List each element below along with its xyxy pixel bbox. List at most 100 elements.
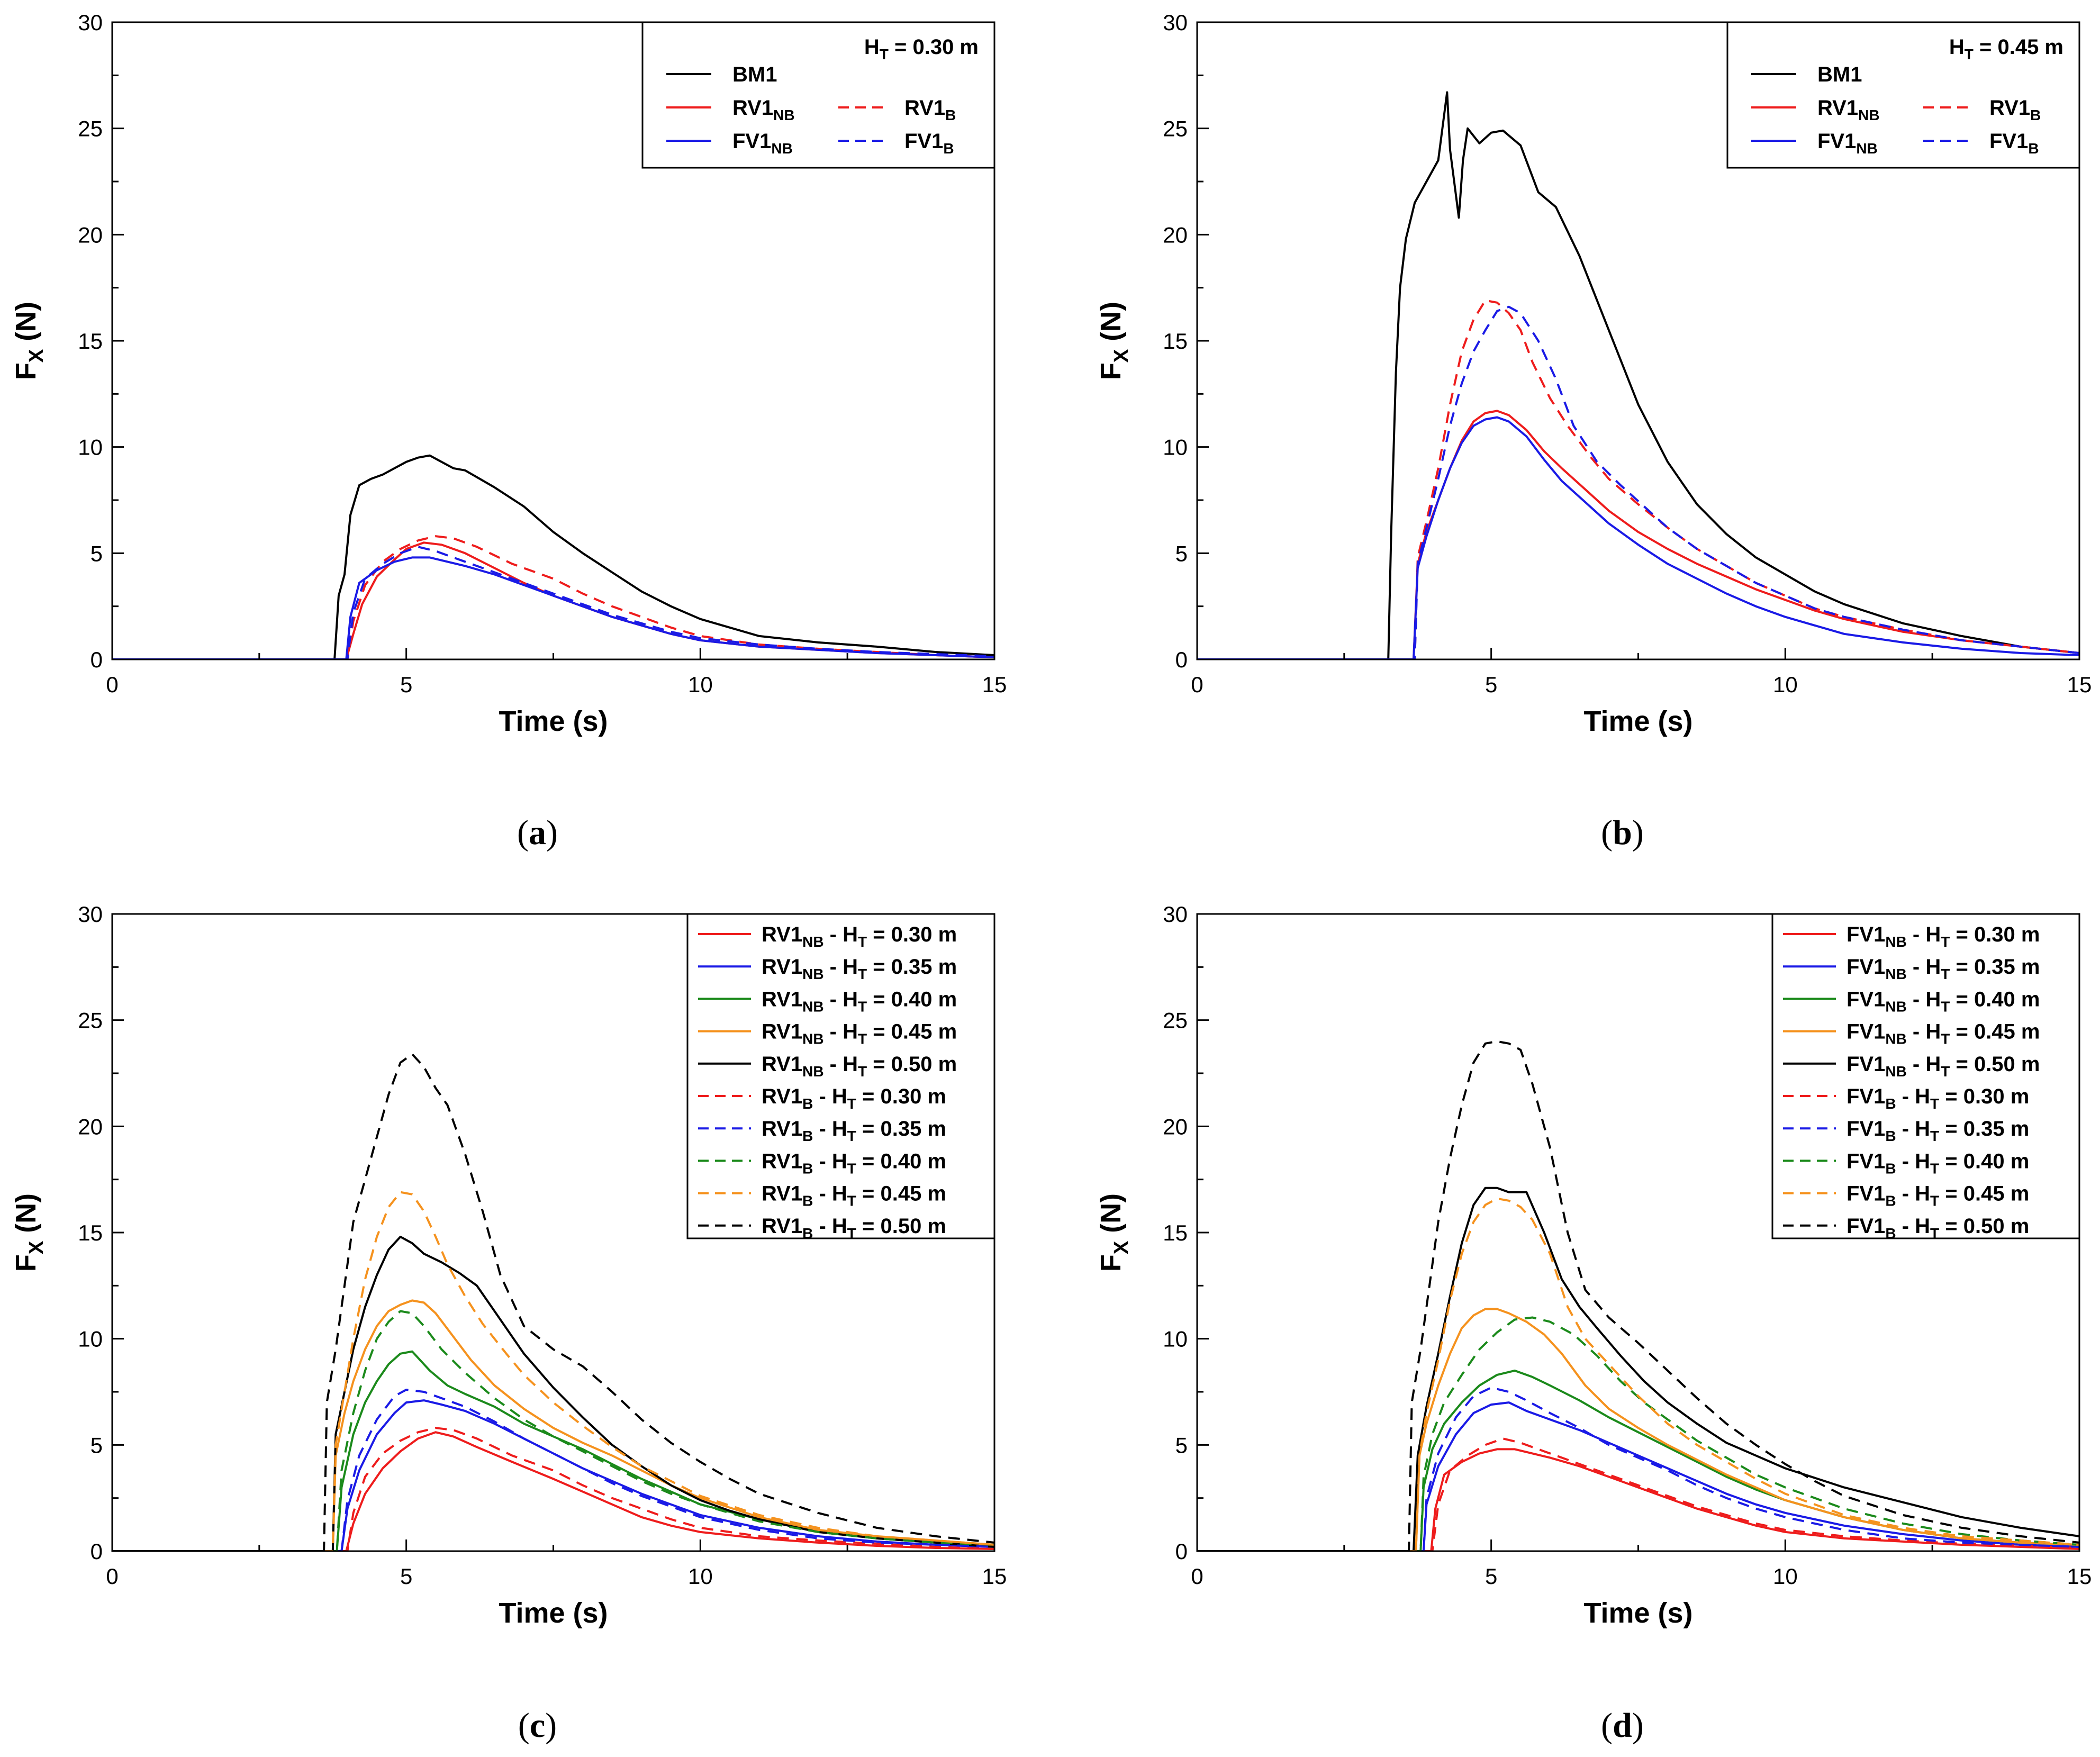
y-tick-label: 5 — [90, 541, 103, 566]
legend-entry-rest: - H — [1896, 1085, 1930, 1108]
x-tick-label: 10 — [688, 672, 713, 697]
y-tick-label: 30 — [78, 902, 103, 927]
legend-entry-sub: B — [1885, 1095, 1896, 1112]
legend-entry-end: = 0.35 m — [867, 955, 957, 979]
y-axis-title: FX (N) — [1095, 302, 1133, 380]
y-tick-label: 0 — [90, 1539, 103, 1564]
legend-entry: RV1B — [904, 96, 956, 123]
legend-entry-main: RV1 — [762, 1085, 802, 1108]
legend-entry-main: FV1 — [1846, 923, 1885, 946]
legend-entry-rest: - H — [824, 923, 858, 946]
y-axis-title-unit: (N) — [1095, 302, 1127, 349]
y-axis-title-sub: X — [1110, 1240, 1133, 1254]
legend-entry-main: FV1 — [1846, 1149, 1885, 1173]
y-tick-label: 30 — [78, 10, 103, 35]
series-line-fv1-b-8 — [1197, 1197, 2079, 1551]
legend-entry-end: = 0.45 m — [1950, 1020, 2040, 1044]
y-axis-title: FX (N) — [10, 302, 48, 380]
y-tick-label: 0 — [1175, 1539, 1188, 1564]
legend-entry-rest: - H — [813, 1085, 847, 1108]
legend-entry: FV1NB — [732, 130, 793, 157]
y-tick-label: 10 — [78, 435, 103, 460]
legend-entry-sub: NB — [1856, 140, 1877, 157]
legend-entry: BM1 — [732, 63, 777, 86]
legend-title-main: H — [864, 35, 880, 59]
legend-entry-end: = 0.45 m — [867, 1020, 957, 1044]
legend-entry-rest: - H — [813, 1149, 847, 1173]
legend-entry-rest: - H — [1907, 988, 1941, 1011]
series-line-fv1-nb-3 — [112, 556, 994, 659]
legend-entry-end: = 0.30 m — [1939, 1085, 2029, 1108]
caption-close-paren: ) — [1632, 1706, 1644, 1745]
legend-entry-sub2: T — [847, 1095, 856, 1112]
x-tick-label: 5 — [400, 672, 412, 697]
series-line-rv1-nb-0 — [112, 1431, 994, 1551]
series-line-fv1-nb-3 — [1197, 416, 2079, 659]
legend-entry-sub: NB — [802, 1063, 823, 1080]
legend-entry-rest: - H — [1907, 1020, 1941, 1044]
legend-entry: FV1B - HT = 0.40 m — [1846, 1149, 2029, 1176]
legend-entry: RV1B — [1989, 96, 2041, 123]
y-tick-label: 25 — [1163, 1008, 1188, 1033]
caption-letter: c — [530, 1706, 545, 1745]
legend-entry-sub2: T — [1941, 1031, 1950, 1047]
legend-entry-rest: - H — [1896, 1215, 1930, 1238]
legend-entry-sub2: T — [1930, 1128, 1939, 1144]
legend-entry-main: RV1 — [762, 955, 802, 979]
legend-entry: FV1B - HT = 0.50 m — [1846, 1215, 2029, 1242]
legend-entry: FV1B - HT = 0.30 m — [1846, 1085, 2029, 1112]
legend-entry-end: = 0.35 m — [856, 1117, 946, 1140]
x-axis-title: Time (s) — [499, 1597, 608, 1629]
legend-entry-sub: B — [1885, 1160, 1896, 1176]
legend-box — [1771, 913, 2080, 1239]
legend-title-sub: T — [880, 46, 889, 62]
legend-entry-end: = 0.40 m — [867, 988, 957, 1011]
legend-entry-end: = 0.30 m — [856, 1085, 946, 1108]
legend-entry-main: FV1 — [1817, 130, 1856, 153]
panel-caption: (c) — [518, 1706, 557, 1745]
caption-close-paren: ) — [545, 1706, 557, 1745]
legend-entry-sub: NB — [1885, 966, 1906, 982]
legend-entry: RV1NB - HT = 0.50 m — [762, 1053, 957, 1080]
legend-entry-sub2: T — [858, 934, 867, 950]
caption-close-paren: ) — [546, 813, 558, 852]
y-tick-label: 15 — [1163, 1220, 1188, 1245]
legend-entry-sub2: T — [858, 998, 867, 1015]
legend-entry-end: = 0.35 m — [1939, 1117, 2029, 1140]
y-tick-label: 5 — [90, 1433, 103, 1457]
legend-entry-main: RV1 — [762, 1020, 802, 1044]
legend-title: HT = 0.45 m — [1949, 35, 2063, 62]
series-line-rv1-nb-1 — [112, 1399, 994, 1551]
legend-box — [686, 913, 995, 1239]
x-tick-label: 5 — [1485, 1564, 1497, 1589]
series-line-fv1-nb-1 — [1197, 1401, 2079, 1551]
legend-entry-main: FV1 — [1846, 1085, 1885, 1108]
legend-entry-end: = 0.45 m — [1939, 1182, 2029, 1206]
y-tick-label: 20 — [1163, 1114, 1188, 1139]
y-tick-label: 10 — [1163, 1327, 1188, 1352]
legend-entry-sub2: T — [858, 966, 867, 982]
legend-box — [641, 21, 995, 169]
legend-entry-sub: NB — [1885, 1031, 1906, 1047]
y-axis-title-main: F — [10, 363, 42, 380]
y-tick-label: 25 — [78, 1008, 103, 1033]
y-tick-label: 10 — [1163, 435, 1188, 460]
legend-entry-sub2: T — [1941, 998, 1950, 1015]
y-tick-label: 5 — [1175, 1433, 1188, 1457]
y-tick-label: 30 — [1163, 902, 1188, 927]
legend-entry-sub: NB — [773, 107, 794, 123]
legend-entry-sub: B — [2028, 140, 2039, 157]
x-tick-label: 0 — [106, 672, 118, 697]
legend-entry-end: = 0.45 m — [856, 1182, 946, 1206]
legend-entry-end: = 0.50 m — [856, 1215, 946, 1238]
legend-entry-main: FV1 — [1989, 130, 2028, 153]
y-tick-label: 30 — [1163, 10, 1188, 35]
x-tick-label: 15 — [2067, 1564, 2092, 1589]
legend-entry-sub: B — [1885, 1225, 1896, 1242]
legend-entry-end: = 0.50 m — [867, 1053, 957, 1076]
legend-entry-end: = 0.50 m — [1939, 1215, 2029, 1238]
series-line-fv1-nb-4 — [1197, 1187, 2079, 1551]
